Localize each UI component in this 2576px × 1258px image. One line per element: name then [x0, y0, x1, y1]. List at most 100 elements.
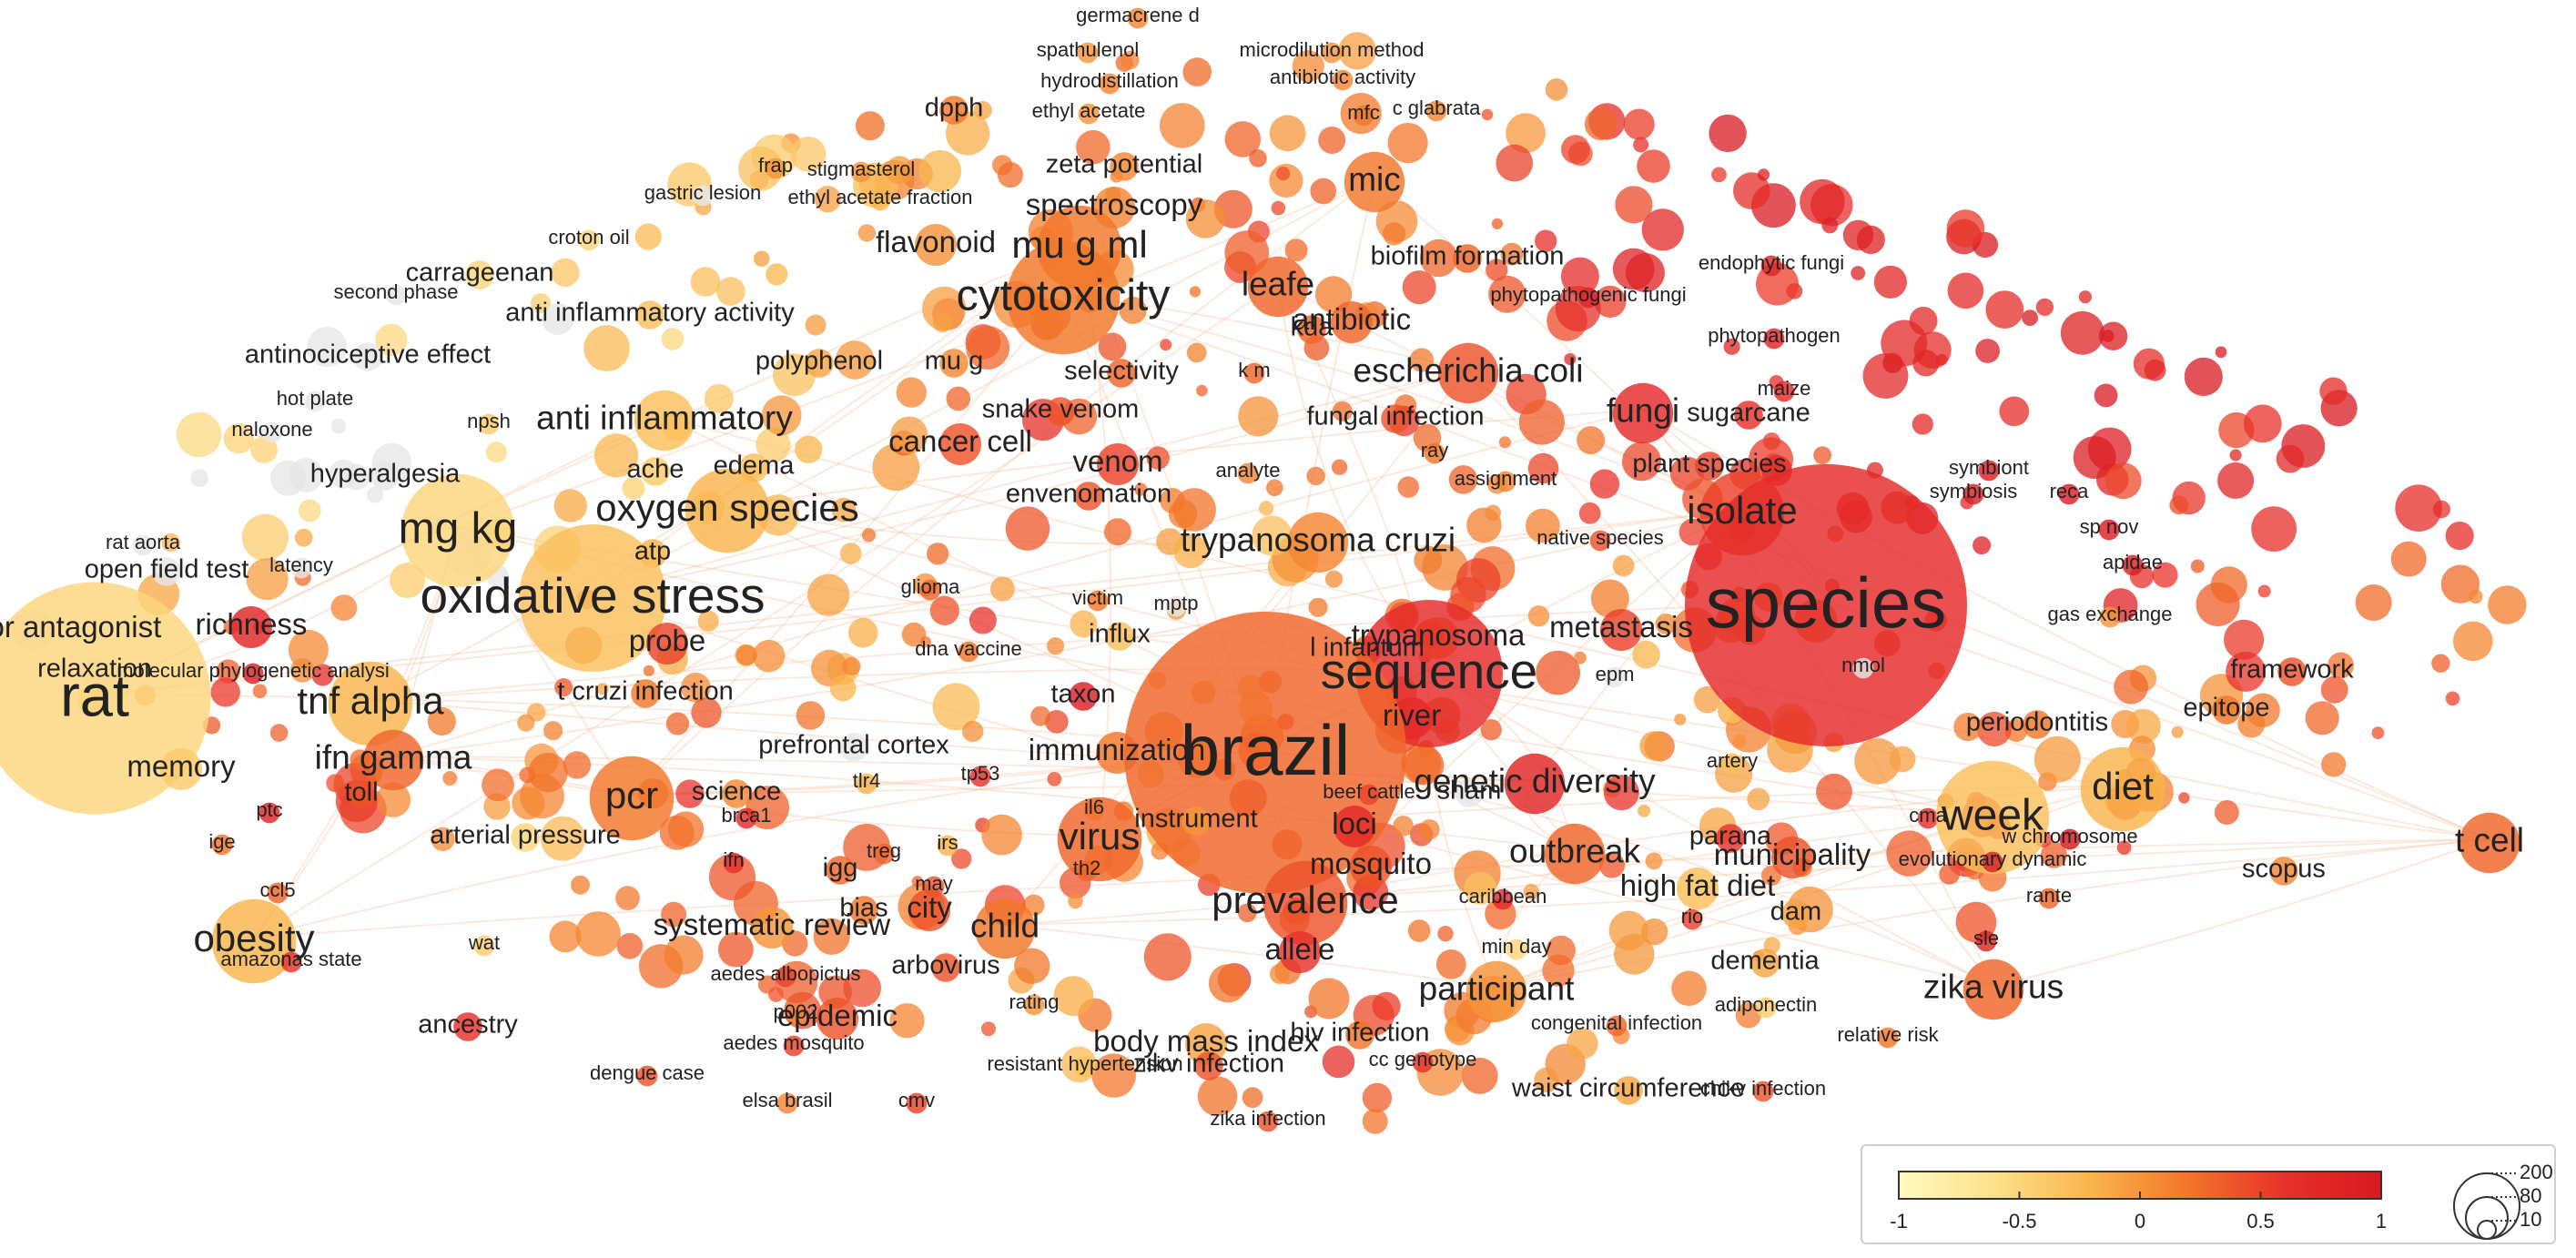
keyword-label[interactable]: probe — [629, 624, 705, 657]
keyword-label[interactable]: analyte — [1216, 459, 1281, 482]
keyword-label[interactable]: carrageenan — [406, 258, 554, 287]
keyword-label[interactable]: toll — [344, 777, 378, 807]
keyword-label[interactable]: min day — [1481, 935, 1551, 958]
keyword-label[interactable]: tp53 — [961, 762, 1000, 785]
keyword-label[interactable]: croton oil — [548, 226, 629, 249]
keyword-label[interactable]: latency — [269, 553, 333, 576]
keyword-label[interactable]: ifn gamma — [315, 738, 472, 776]
keyword-label[interactable]: gas exchange — [2048, 603, 2173, 625]
keyword-label[interactable]: rante — [2026, 884, 2072, 907]
keyword-label[interactable]: municipality — [1714, 837, 1871, 871]
keyword-label[interactable]: sle — [1973, 927, 1999, 949]
keyword-label[interactable]: mfc — [1347, 101, 1379, 124]
keyword-label[interactable]: antibiotic activity — [1270, 66, 1415, 88]
keyword-label[interactable]: hot plate — [277, 387, 353, 410]
keyword-label[interactable]: arbovirus — [891, 950, 999, 979]
keyword-label[interactable]: caribbean — [1459, 885, 1547, 908]
keyword-label[interactable]: irs — [937, 831, 958, 854]
keyword-label[interactable]: isolate — [1687, 489, 1797, 532]
keyword-label[interactable]: immunization — [1029, 733, 1205, 766]
keyword-label[interactable]: snake venom — [982, 394, 1140, 423]
keyword-label[interactable]: microdilution method — [1240, 38, 1425, 61]
keyword-label[interactable]: reca — [2050, 480, 2090, 502]
keyword-label[interactable]: brca1 — [721, 804, 771, 827]
keyword-label[interactable]: glioma — [901, 575, 961, 598]
keyword-label[interactable]: participant — [1419, 969, 1575, 1007]
keyword-label[interactable]: ray — [1421, 439, 1449, 462]
keyword-label[interactable]: trypanosoma — [1352, 618, 1526, 652]
keyword-label[interactable]: ifn — [723, 848, 744, 871]
keyword-label[interactable]: city — [907, 890, 952, 924]
keyword-label[interactable]: oxygen species — [595, 486, 859, 529]
keyword-label[interactable]: systematic review — [654, 908, 891, 941]
keyword-label[interactable]: maize — [1758, 377, 1811, 400]
keyword-label[interactable]: cc genotype — [1369, 1048, 1477, 1070]
keyword-label[interactable]: body mass index — [1093, 1024, 1319, 1058]
keyword-label[interactable]: dengue case — [590, 1061, 705, 1084]
keyword-label[interactable]: leafe — [1242, 265, 1314, 302]
keyword-label[interactable]: zika infection — [1210, 1107, 1325, 1130]
keyword-label[interactable]: child — [970, 907, 1040, 944]
keyword-label[interactable]: prevalence — [1212, 878, 1398, 921]
keyword-label[interactable]: taxon — [1051, 679, 1116, 708]
keyword-label[interactable]: biofilm formation — [1371, 241, 1565, 270]
keyword-label[interactable]: dpph — [925, 93, 984, 122]
keyword-label[interactable]: obesity — [193, 917, 314, 959]
keyword-label[interactable]: species — [1706, 563, 1946, 643]
keyword-label[interactable]: frap — [758, 154, 793, 177]
keyword-label[interactable]: th2 — [1073, 857, 1101, 879]
keyword-label[interactable]: adiponectin — [1715, 993, 1818, 1016]
keyword-label[interactable]: cmv — [898, 1089, 935, 1111]
keyword-label[interactable]: atp — [634, 536, 671, 565]
keyword-label[interactable]: c glabrata — [1393, 96, 1481, 119]
keyword-label[interactable]: relative risk — [1837, 1023, 1939, 1046]
keyword-label[interactable]: chikv infection — [1700, 1077, 1826, 1100]
keyword-label[interactable]: epm — [1596, 663, 1635, 685]
keyword-label[interactable]: fungal infection — [1306, 401, 1484, 431]
keyword-label[interactable]: river — [1383, 698, 1441, 732]
keyword-label[interactable]: escherichia coli — [1354, 351, 1584, 389]
keyword-label[interactable]: molecular phylogenetic analysi — [117, 659, 390, 682]
keyword-label[interactable]: antibiotic — [1293, 302, 1411, 336]
keyword-label[interactable]: phytopathogen — [1708, 324, 1841, 347]
keyword-label[interactable]: open field test — [85, 554, 249, 583]
keyword-label[interactable]: phytopathogenic fungi — [1490, 283, 1686, 306]
keyword-label[interactable]: ige — [208, 830, 235, 853]
keyword-label[interactable]: metastasis — [1549, 610, 1693, 644]
keyword-label[interactable]: spathulenol — [1037, 38, 1140, 61]
keyword-label[interactable]: ptc — [256, 798, 282, 821]
keyword-label[interactable]: zika virus — [1923, 968, 2064, 1005]
keyword-label[interactable]: arterial pressure — [430, 820, 621, 849]
keyword-label[interactable]: mu g ml — [1011, 223, 1147, 266]
keyword-label[interactable]: symbiont — [1949, 456, 2029, 479]
keyword-label[interactable]: evolutionary dynamic — [1899, 847, 2087, 870]
keyword-label[interactable]: instrument — [1134, 804, 1257, 833]
keyword-label[interactable]: cytotoxicity — [957, 271, 1171, 320]
keyword-label[interactable]: venom — [1072, 444, 1162, 478]
keyword-label[interactable]: t cruzi infection — [557, 676, 733, 705]
keyword-label[interactable]: hydrodistillation — [1040, 69, 1179, 92]
keyword-label[interactable]: beef cattle — [1323, 780, 1415, 803]
keyword-label[interactable]: bias — [839, 893, 887, 922]
keyword-label[interactable]: nmol — [1841, 654, 1885, 676]
keyword-label[interactable]: mu g — [925, 346, 983, 375]
keyword-label[interactable]: dna vaccine — [915, 637, 1021, 660]
keyword-label[interactable]: ethyl acetate — [1032, 99, 1146, 122]
keyword-label[interactable]: gastric lesion — [644, 181, 761, 204]
keyword-label[interactable]: igg — [823, 853, 858, 882]
keyword-label[interactable]: anti inflammatory activity — [505, 298, 795, 327]
keyword-label[interactable]: mptp — [1154, 592, 1199, 614]
keyword-label[interactable]: parana — [1689, 821, 1772, 850]
keyword-label[interactable]: p002 — [774, 1000, 818, 1023]
keyword-label[interactable]: influx — [1089, 619, 1151, 648]
keyword-label[interactable]: mg kg — [399, 504, 518, 553]
keyword-label[interactable]: ancestry — [418, 1009, 518, 1039]
keyword-label[interactable]: zeta potential — [1046, 149, 1203, 178]
keyword-label[interactable]: aedes albopictus — [710, 962, 860, 985]
keyword-label[interactable]: npsh — [467, 410, 511, 432]
keyword-label[interactable]: envenomation — [1006, 479, 1171, 508]
keyword-label[interactable]: artery — [1707, 749, 1758, 772]
keyword-label[interactable]: sugarcane — [1687, 398, 1810, 427]
keyword-label[interactable]: epitope — [2183, 693, 2269, 722]
keyword-label[interactable]: congenital infection — [1531, 1011, 1702, 1034]
